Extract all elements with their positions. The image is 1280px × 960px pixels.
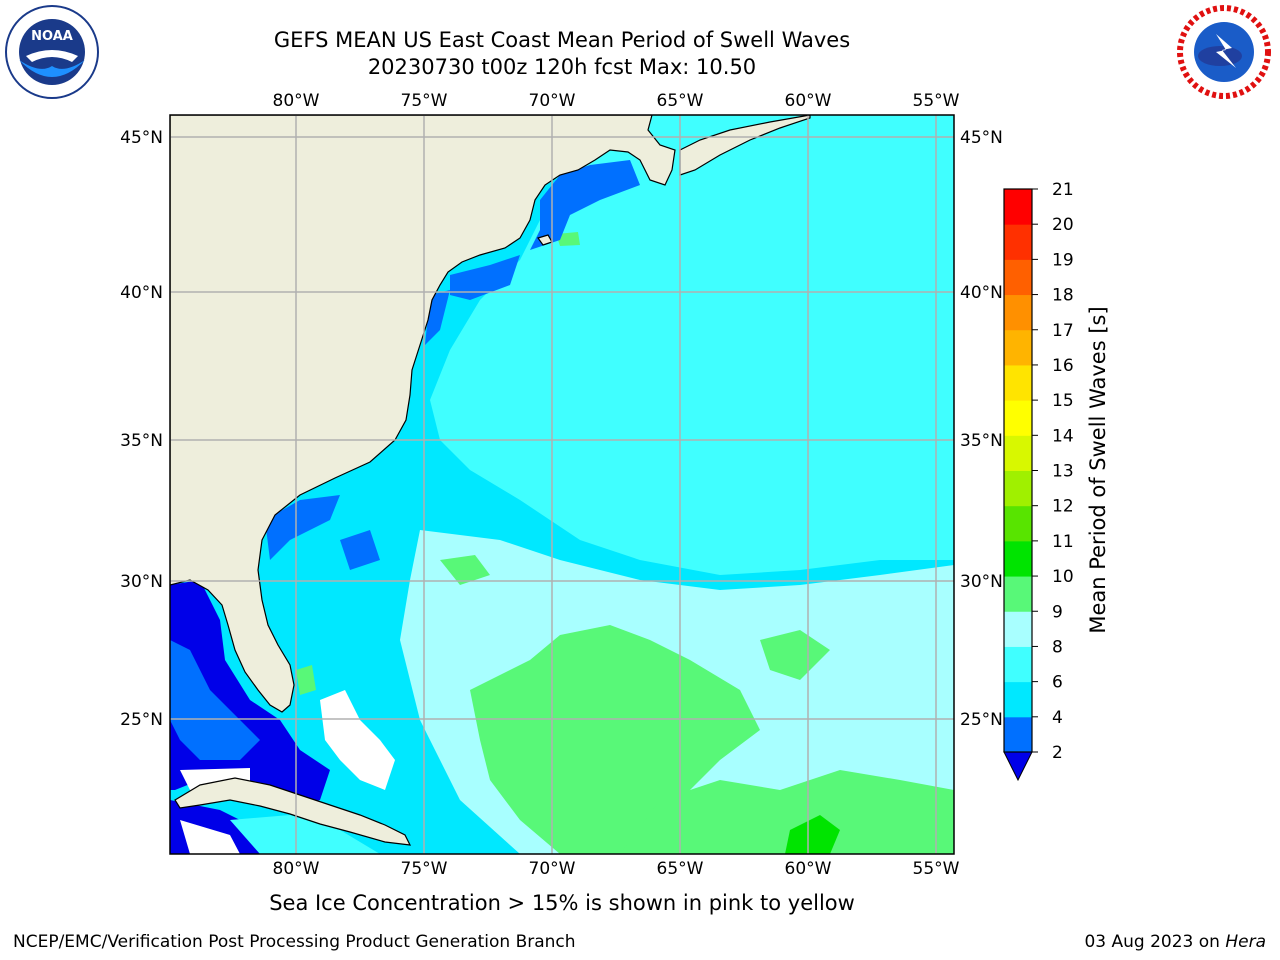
colorbar-segment xyxy=(1004,294,1032,331)
colorbar-segment xyxy=(1004,224,1032,260)
land-cuba xyxy=(174,777,412,846)
colorbar-segment xyxy=(1004,189,1032,225)
lat-label-right: 30°N xyxy=(960,572,1003,592)
lat-label-right: 45°N xyxy=(960,128,1003,148)
colorbar-tick-label: 4 xyxy=(1052,708,1063,728)
colorbar-tick-label: 13 xyxy=(1052,462,1074,482)
lon-label-bottom: 60°W xyxy=(785,859,832,879)
region-bright-green xyxy=(785,815,840,854)
colorbar-tick-label: 2 xyxy=(1052,743,1063,763)
region-green-florida-keys xyxy=(296,665,316,695)
colorbar-segment xyxy=(1004,470,1032,507)
lon-label-bottom: 55°W xyxy=(913,859,960,879)
region-green-gulf-maine xyxy=(556,232,580,246)
colorbar-segment xyxy=(1004,540,1032,577)
colorbar-segment xyxy=(1004,505,1032,542)
sea-ice-note: Sea Ice Concentration > 15% is shown in … xyxy=(269,891,855,915)
lat-label-right: 40°N xyxy=(960,283,1003,303)
colorbar-tick-label: 17 xyxy=(1052,321,1074,341)
colorbar-segment xyxy=(1004,364,1032,401)
region-green-east xyxy=(760,630,830,680)
lon-label-bottom: 70°W xyxy=(529,859,576,879)
lon-label-bottom: 65°W xyxy=(657,859,704,879)
region-blue-gulf-edge xyxy=(170,640,260,760)
footer-date: 03 Aug 2023 on Hera xyxy=(1084,932,1266,952)
colorbar-segment xyxy=(1004,329,1032,366)
lat-label-left: 30°N xyxy=(120,572,163,592)
lat-label-left: 45°N xyxy=(120,128,163,148)
map-subtitle: 20230730 t00z 120h fcst Max: 10.50 xyxy=(367,55,757,79)
map-frame xyxy=(169,114,955,855)
lat-label-right: 35°N xyxy=(960,431,1003,451)
colorbar-tick-label: 10 xyxy=(1052,567,1074,587)
colorbar-under-arrow xyxy=(1003,751,1033,782)
region-green-central xyxy=(470,625,760,854)
colorbar-tick-label: 18 xyxy=(1052,286,1074,306)
region-green-north-pocket xyxy=(440,555,490,585)
colorbar-segment xyxy=(1004,576,1032,612)
region-blue-nyc xyxy=(450,255,520,300)
colorbar-label: Mean Period of Swell Waves [s] xyxy=(1086,306,1110,633)
region-blue-carolina xyxy=(265,495,340,560)
graticule xyxy=(170,115,954,854)
colorbar: 2 4 6 8 9 10 11 12 13 14 15 16 17 18 19 20 21 xyxy=(1004,180,1074,763)
region-cyan-caribbean xyxy=(230,815,380,854)
lon-label-top: 55°W xyxy=(913,91,960,111)
lon-label-top: 70°W xyxy=(529,91,576,111)
region-green-southeast xyxy=(620,770,954,854)
noaa-logo-text: NOAA xyxy=(31,29,73,44)
footer-date-text: 03 Aug 2023 on xyxy=(1084,932,1226,952)
colorbar-segment xyxy=(1004,646,1032,683)
noaa-logo: NOAA xyxy=(5,5,99,99)
region-white-caribbean xyxy=(180,820,240,854)
lat-label-left: 25°N xyxy=(120,710,163,730)
lon-label-bottom: 75°W xyxy=(401,859,448,879)
colorbar-tick-label: 15 xyxy=(1052,391,1074,411)
colorbar-tick-label: 14 xyxy=(1052,426,1074,446)
colorbar-segment xyxy=(1004,681,1032,718)
lat-label-left: 40°N xyxy=(120,283,163,303)
colorbar-tick-label: 8 xyxy=(1052,637,1063,657)
footer-credit: NCEP/EMC/Verification Post Processing Pr… xyxy=(13,932,576,952)
lon-label-top: 75°W xyxy=(401,91,448,111)
colorbar-tick-label: 20 xyxy=(1052,215,1074,235)
land-nova-scotia xyxy=(679,115,811,176)
nws-logo xyxy=(1177,5,1271,99)
colorbar-segment xyxy=(1004,400,1032,436)
colorbar-frame xyxy=(1003,188,1033,753)
lon-label-top: 80°W xyxy=(273,91,320,111)
colorbar-segment xyxy=(1004,259,1032,296)
colorbar-tick-label: 11 xyxy=(1052,532,1074,552)
colorbar-tick-label: 9 xyxy=(1052,602,1063,622)
colorbar-tick-label: 6 xyxy=(1052,673,1063,693)
lon-label-top: 60°W xyxy=(785,91,832,111)
lat-label-right: 25°N xyxy=(960,710,1003,730)
colorbar-segment xyxy=(1004,716,1032,753)
lon-label-bottom: 80°W xyxy=(273,859,320,879)
colorbar-segment xyxy=(1004,611,1032,647)
region-blue-northeast xyxy=(530,160,640,250)
lon-label-top: 65°W xyxy=(657,91,704,111)
footer-host: Hera xyxy=(1225,932,1266,952)
map-title: GEFS MEAN US East Coast Mean Period of S… xyxy=(273,28,851,52)
colorbar-tick-label: 21 xyxy=(1052,180,1074,200)
colorbar-tick-label: 19 xyxy=(1052,250,1074,270)
colorbar-tick-label: 12 xyxy=(1052,497,1074,517)
colorbar-segment xyxy=(1004,435,1032,471)
region-white-bahamas xyxy=(320,690,395,790)
lat-label-left: 35°N xyxy=(120,431,163,451)
colorbar-tick-label: 16 xyxy=(1052,356,1074,376)
region-blue-offshore-carolina xyxy=(340,530,380,570)
